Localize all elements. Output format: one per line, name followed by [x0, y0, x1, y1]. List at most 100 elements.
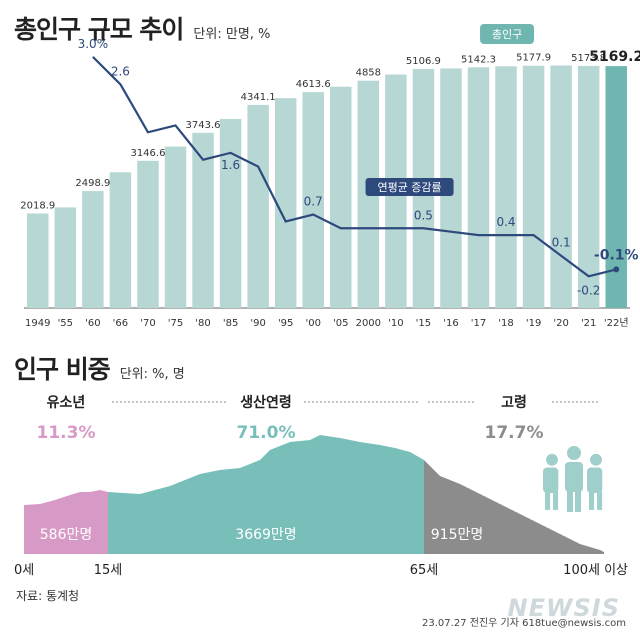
person-body-0: [543, 467, 559, 493]
population-trend-chart: 2018.9 2498.9 3146.6 3743.6 4341.1 4613.6 4858…: [20, 24, 640, 329]
bar-label-4: 3146.6: [130, 148, 165, 159]
x-tick-18: '19: [526, 318, 541, 329]
chart1-title: 총인구 규모 추이: [14, 15, 184, 44]
x-tick-13: '10: [388, 318, 403, 329]
age-label-2: 65세: [410, 563, 439, 578]
group-share-0: 11.3%: [37, 423, 96, 443]
x-tick-2: '60: [85, 318, 100, 329]
growth-rate-line: [92, 56, 617, 278]
bar-label-14: 5106.9: [406, 56, 441, 67]
bar-19: [550, 65, 572, 308]
bar-20: [577, 65, 600, 308]
chart1-unit: 단위: 만명, %: [193, 27, 271, 42]
people-icon: [543, 446, 603, 512]
working-age-area: [108, 435, 424, 554]
group-share-2: 17.7%: [485, 423, 544, 443]
bar-label-2: 2498.9: [75, 178, 110, 189]
bar-label-18: 5177.9: [516, 53, 551, 64]
bar-10: [302, 92, 324, 308]
rate-label-2: 3.0%: [78, 37, 109, 51]
group-count-2: 915만명: [431, 527, 483, 543]
bar-4: [137, 160, 159, 308]
bar-11: [330, 86, 352, 309]
legend-box: [365, 178, 454, 196]
group-name-2: 고령: [501, 395, 527, 411]
bar-8: [247, 104, 269, 308]
x-tick-4: '70: [140, 318, 155, 329]
person-leg-r-1: [597, 491, 603, 510]
span-bg-2: [476, 392, 552, 412]
age-label-1: 15세: [94, 563, 123, 578]
elderly-area: [424, 460, 604, 554]
youth-area: [24, 490, 108, 554]
person-leg-r-0: [553, 491, 559, 510]
group-share-1: 71.0%: [237, 423, 296, 443]
x-tick-12: 2000: [356, 318, 381, 329]
growth-rate-end-dot: [613, 266, 620, 273]
bar-label-16: 5142.3: [461, 54, 496, 65]
chart2-header: 인구 비중 단위: %, 명: [14, 350, 185, 386]
person-head-1: [590, 453, 602, 466]
x-tick-11: '05: [333, 318, 348, 329]
person-head-0: [546, 453, 558, 466]
source-note: 자료: 통계청: [16, 589, 80, 603]
bar-7: [219, 118, 242, 308]
x-tick-5: '75: [168, 318, 183, 329]
chart1-header: 총인구 규모 추이 단위: 만명, %: [14, 10, 270, 46]
person-body-2: [565, 462, 583, 492]
x-tick-6: '80: [195, 318, 210, 329]
rate-label-20: -0.2: [577, 283, 600, 297]
bar-3: [109, 172, 132, 308]
bar-2: [82, 191, 104, 308]
bar-17: [495, 66, 517, 308]
x-tick-20: '21: [581, 318, 596, 329]
person-head-2: [567, 446, 581, 460]
bar-label-6: 3743.6: [186, 120, 221, 131]
bar-label-0: 2018.9: [20, 201, 55, 212]
person-body-1: [587, 467, 603, 493]
series-tag-box: [480, 24, 535, 44]
x-tick-9: '95: [278, 318, 293, 329]
age-distribution-chart: 유소년 11.3% 생산연령 71.0% 고령 17.7% 586만명 3669만명 915만명…: [14, 392, 628, 578]
watermark-logo: NEWSIS: [507, 594, 620, 622]
group-count-1: 3669만명: [235, 527, 296, 543]
rate-label-21: -0.1%: [594, 247, 639, 263]
bar-16: [467, 67, 490, 308]
x-tick-15: '16: [443, 318, 458, 329]
x-tick-7: '85: [223, 318, 238, 329]
group-name-0: 유소년: [47, 395, 86, 411]
rate-label-14: 0.5: [414, 208, 433, 222]
rate-label-3: 2.6: [111, 64, 130, 78]
x-tick-8: '90: [250, 318, 265, 329]
x-tick-10: '00: [305, 318, 320, 329]
person-leg-l-2: [567, 490, 573, 512]
x-tick-0: 1949: [25, 318, 50, 329]
bar-18: [522, 65, 545, 309]
bar-label-12: 4858: [356, 68, 381, 79]
x-tick-3: '66: [113, 318, 128, 329]
bar-6: [192, 132, 214, 308]
span-bg-0: [28, 392, 104, 412]
bar-label-8: 4341.1: [241, 92, 276, 103]
age-label-0: 0세: [14, 563, 34, 578]
legend-label: 연평균 증감률: [377, 181, 441, 194]
x-tick-14: '15: [416, 318, 431, 329]
span-bg-1: [228, 392, 304, 412]
person-leg-r-2: [575, 490, 581, 512]
rate-label-17: 0.4: [496, 215, 515, 229]
x-tick-17: '18: [498, 318, 513, 329]
group-name-1: 생산연령: [240, 394, 292, 411]
rate-label-7: 1.6: [221, 158, 240, 172]
rate-label-10: 0.7: [304, 195, 323, 209]
x-tick-1: '55: [58, 318, 73, 329]
person-leg-l-0: [545, 491, 551, 510]
bar-label-20: 5173.8: [571, 53, 606, 64]
person-leg-l-1: [589, 491, 595, 510]
x-tick-21: '22년: [604, 317, 629, 329]
series-tag-text: 총인구: [492, 28, 522, 41]
group-count-0: 586만명: [40, 527, 92, 543]
bar-1: [54, 207, 77, 308]
age-label-3: 100세 이상: [563, 563, 628, 578]
chart2-title: 인구 비중: [14, 355, 111, 384]
chart2-unit: 단위: %, 명: [119, 367, 185, 382]
